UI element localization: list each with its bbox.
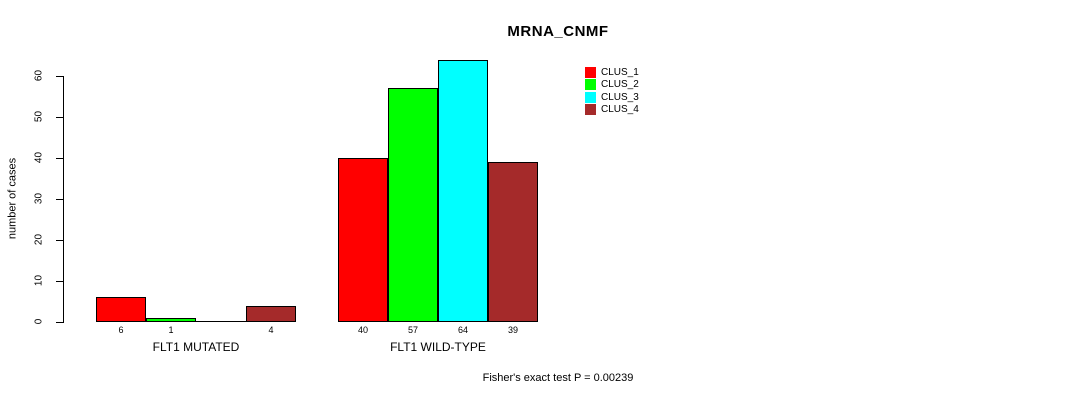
y-tick-mark	[56, 76, 63, 77]
bar-value-label: 6	[118, 325, 124, 335]
chart-title: MRNA_CNMF	[507, 23, 609, 40]
bar-CLUS_3-zero	[196, 321, 246, 322]
legend-item-clus_1: CLUS_1	[585, 66, 639, 79]
y-tick-label: 30	[33, 192, 45, 205]
legend-label: CLUS_3	[601, 91, 639, 103]
y-tick-mark	[56, 158, 63, 159]
legend-label: CLUS_2	[601, 79, 639, 91]
y-tick-label: 20	[33, 233, 45, 246]
bar-CLUS_2	[388, 88, 438, 322]
y-tick-label: 50	[33, 110, 45, 123]
bar-CLUS_4	[246, 306, 296, 322]
y-tick-label: 40	[33, 151, 45, 164]
bar-CLUS_1	[96, 297, 146, 322]
bar-value-label: 57	[407, 325, 418, 335]
legend-item-clus_3: CLUS_3	[585, 91, 639, 104]
y-tick-mark	[56, 240, 63, 241]
category-label: FLT1 WILD-TYPE	[390, 340, 486, 354]
legend-color-swatch	[585, 79, 596, 91]
bar-value-label: 64	[457, 325, 468, 335]
statistical-test-annotation: Fisher's exact test P = 0.00239	[482, 372, 634, 384]
legend-item-clus_4: CLUS_4	[585, 104, 639, 117]
category-label: FLT1 MUTATED	[152, 340, 240, 354]
bar-CLUS_1	[338, 158, 388, 322]
legend-color-swatch	[585, 104, 596, 116]
legend-item-clus_2: CLUS_2	[585, 79, 639, 92]
legend-color-swatch	[585, 66, 596, 78]
legend-label: CLUS_1	[601, 66, 639, 78]
legend: CLUS_1 CLUS_2 CLUS_3 CLUS_4	[585, 66, 639, 116]
legend-label: CLUS_4	[601, 104, 639, 116]
bar-value-label: 1	[168, 325, 174, 335]
y-tick-label: 60	[33, 69, 45, 82]
y-axis-label: number of cases	[6, 157, 19, 240]
y-tick-mark	[56, 199, 63, 200]
legend-color-swatch	[585, 91, 596, 103]
bar-CLUS_3	[438, 60, 488, 322]
bar-CLUS_4	[488, 162, 538, 322]
y-tick-label: 10	[33, 274, 45, 287]
bar-CLUS_2	[146, 318, 196, 322]
bar-value-label: 4	[268, 325, 274, 335]
bar-value-label: 40	[357, 325, 368, 335]
bar-value-label: 39	[507, 325, 518, 335]
y-tick-mark	[56, 281, 63, 282]
y-tick-mark	[56, 117, 63, 118]
y-axis-line	[63, 76, 64, 323]
y-tick-label: 0	[33, 318, 45, 325]
y-tick-mark	[56, 322, 63, 323]
